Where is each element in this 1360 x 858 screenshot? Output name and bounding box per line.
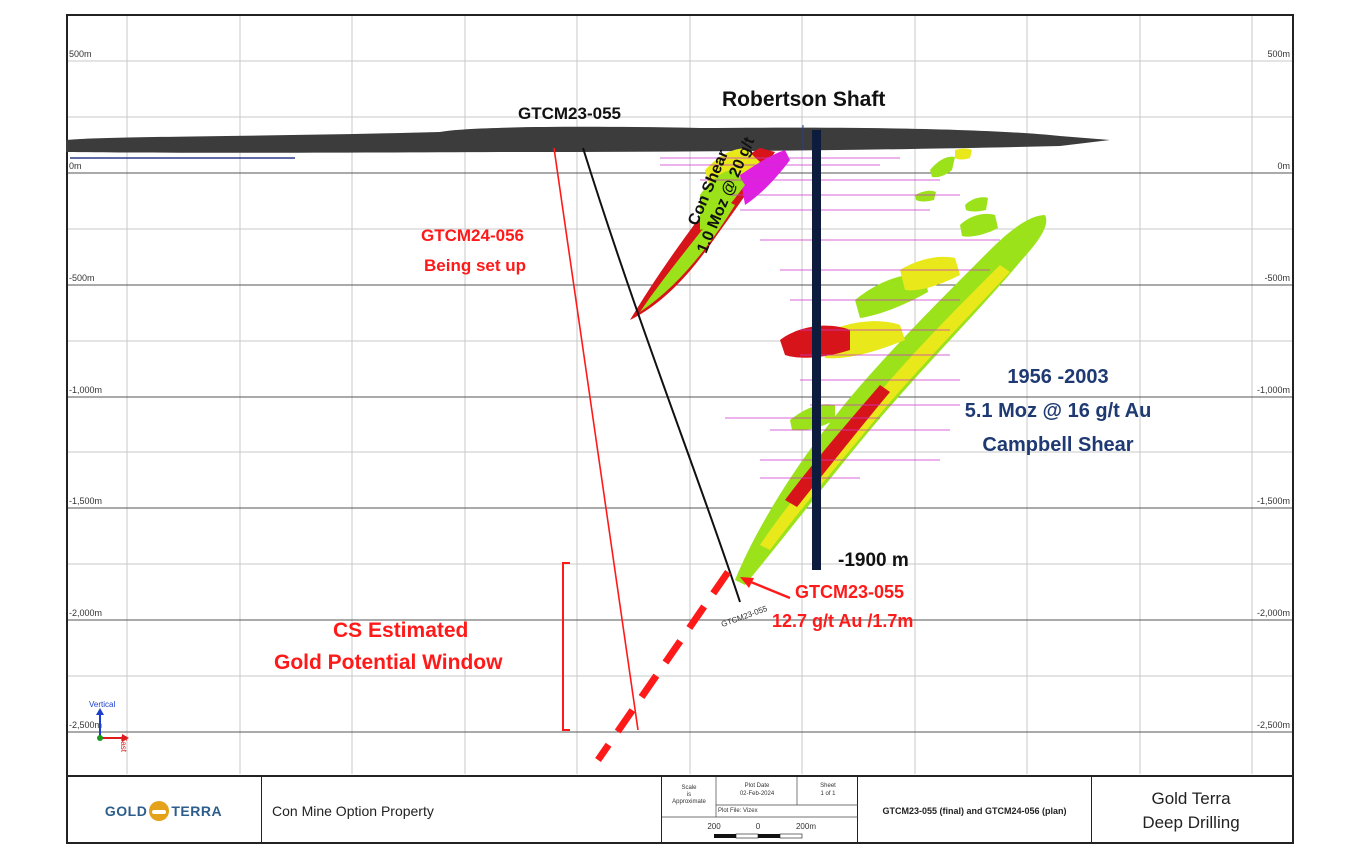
elev-label-left-minus1000: -1,000m: [69, 385, 103, 395]
elev-label-left-minus2500: -2,500m: [69, 720, 103, 730]
plot-info-grid: [662, 777, 858, 839]
scale-note: Scale is Approximate: [672, 785, 706, 805]
scale-bar-left: 200: [707, 822, 721, 831]
project-name: Deep Drilling: [1142, 812, 1240, 832]
robertson-shaft: [812, 130, 821, 570]
section-frame: [66, 14, 1294, 844]
scale-bar-right: 200m: [795, 822, 816, 831]
plot-file: Plot File: Vizex: [718, 808, 758, 814]
logo-terra-text: TERRA: [171, 802, 223, 819]
elev-label-left-500: 500m: [69, 49, 92, 59]
plot-date-value: 02-Feb-2024: [739, 791, 775, 797]
intercept-hole-label: GTCM23-055: [795, 582, 905, 602]
shaft-depth-label: -1900 m: [838, 550, 909, 571]
orientation-legend: [96, 708, 129, 742]
hole-055-label: GTCM23-055: [518, 104, 621, 123]
company-name: Gold Terra: [1151, 788, 1231, 808]
hole-056-status: Being set up: [424, 256, 527, 275]
sheet-label: Sheet: [820, 783, 836, 789]
plot-date-label: Plot Date: [744, 783, 770, 789]
elev-label-right-minus1500: -1,500m: [1256, 496, 1290, 506]
elev-label-right-500: 500m: [1267, 49, 1290, 59]
legend-east-label: East: [119, 736, 128, 753]
elev-label-left-minus1500: -1,500m: [69, 496, 103, 506]
robertson-shaft-label: Robertson Shaft: [722, 88, 886, 111]
property-name: Con Mine Option Property: [272, 802, 434, 819]
drillhole-gtcm24-056: [553, 147, 639, 731]
property-cell: Con Mine Option Property: [262, 777, 662, 844]
intercept-grade-label: 12.7 g/t Au /1.7m: [772, 611, 914, 631]
cs-window-subtitle: Gold Potential Window: [274, 651, 503, 674]
drillhole-extension-dashed: [595, 570, 731, 762]
grid: [68, 16, 1292, 774]
company-cell: Gold Terra Deep Drilling: [1092, 777, 1290, 844]
logo-sun-icon: [149, 800, 170, 821]
intercept-arrow-head: [740, 577, 754, 588]
cs-window-bracket: [562, 562, 570, 731]
topographic-surface: [66, 126, 1110, 153]
drawing-title-cell: GTCM23-055 (final) and GTCM24-056 (plan): [858, 777, 1092, 844]
hole-056-label: GTCM24-056: [421, 226, 524, 245]
cs-window-title: CS Estimated: [333, 619, 469, 642]
logo-gold-text: GOLD: [104, 802, 148, 819]
elev-label-left-0: 0m: [69, 161, 82, 171]
campbell-name: Campbell Shear: [982, 434, 1134, 456]
drawing-title: GTCM23-055 (final) and GTCM24-056 (plan): [882, 805, 1067, 816]
sheet-value: 1 of 1: [820, 791, 836, 797]
elev-label-right-minus500: -500m: [1264, 273, 1290, 283]
con-shear-orebody: [630, 148, 790, 320]
scale-bar-mid: 0: [755, 822, 761, 831]
title-block: GOLD TERRA Con Mine Option Property Scal…: [66, 775, 1294, 844]
drillhole-gtcm23-055: [582, 147, 741, 603]
elev-label-right-0: 0m: [1277, 161, 1290, 171]
elev-label-left-minus2000: -2,000m: [69, 608, 103, 618]
campbell-resource: 5.1 Moz @ 16 g/t Au: [964, 400, 1152, 422]
elevation-lines: [68, 172, 1292, 733]
logo-cell: GOLD TERRA: [66, 777, 262, 844]
plot-info-cell: Scale is Approximate Plot Date 02-Feb-20…: [662, 777, 858, 844]
elev-label-right-minus2500: -2,500m: [1256, 720, 1290, 730]
legend-vertical-label: Vertical: [89, 700, 116, 709]
intercept-arrow-shaft: [745, 578, 791, 600]
campbell-years: 1956 -2003: [1007, 366, 1109, 388]
gold-terra-logo: GOLD TERRA: [104, 800, 223, 821]
elev-label-right-minus1000: -1,000m: [1256, 385, 1290, 395]
elev-label-left-minus500: -500m: [69, 273, 95, 283]
elev-label-right-minus2000: -2,000m: [1256, 608, 1290, 618]
